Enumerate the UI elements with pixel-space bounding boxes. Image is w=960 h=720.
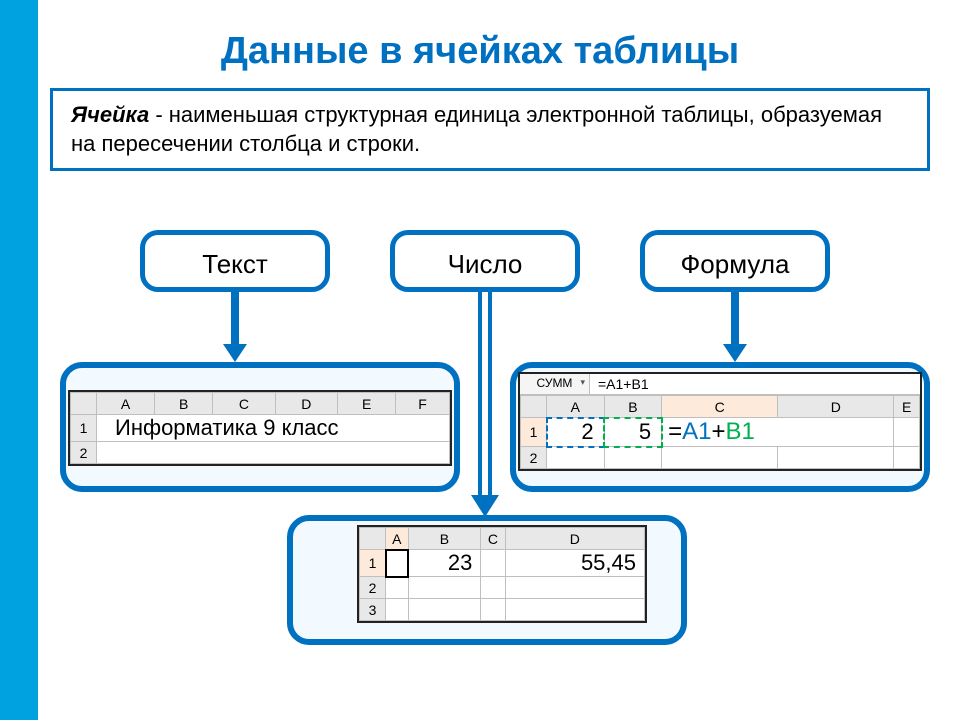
category-formula: Формула [640,230,830,292]
ncol-B: B [408,528,481,550]
cell-b1: 23 [408,550,481,577]
cell-fa1: 2 [547,418,605,447]
fcol-D: D [778,396,894,418]
col-A: A [97,393,155,415]
cell-fc1-eq: = [668,418,682,445]
nrow-3: 3 [360,599,386,621]
accent-stripe [0,0,38,720]
definition-text: - наименьшая структурная единица электро… [71,102,882,156]
col-C: C [213,393,275,415]
ncol-C: C [481,528,505,550]
frow-2: 2 [521,447,547,469]
arrow-formula-head [723,344,747,362]
cell-fb1: 5 [604,418,662,447]
col-B: B [155,393,213,415]
definition-box: Ячейка - наименьшая структурная единица … [50,88,930,171]
page-title: Данные в ячейках таблицы [0,30,960,73]
arrow-text-head [223,344,247,362]
nrow-2: 2 [360,577,386,599]
category-number-label: Число [448,249,523,279]
fcol-C: C [662,396,778,418]
ncol-A: A [386,528,409,550]
category-text: Текст [140,230,330,292]
formula-bar: СУММ =A1+B1 [520,374,920,395]
ncol-D: D [505,528,644,550]
col-D: D [275,393,337,415]
cell-text-content: Информатика 9 класс [97,415,450,442]
row-1: 1 [71,415,97,442]
row-2: 2 [71,442,97,464]
category-text-label: Текст [202,249,267,279]
arrow-text [231,292,239,346]
definition-term: Ячейка [71,102,149,127]
cell-fc1-plus: + [712,418,726,445]
nrow-1: 1 [360,550,386,577]
col-E: E [338,393,396,415]
category-formula-label: Формула [681,249,790,279]
fcol-E: E [894,396,920,418]
name-box: СУММ [520,374,590,394]
arrow-formula [731,292,739,346]
cell-fc1-a: A1 [682,418,711,445]
arrow-number-head [471,495,499,517]
category-number: Число [390,230,580,292]
formula-bar-text: =A1+B1 [590,374,920,394]
cell-d1: 55,45 [505,550,644,577]
sheet-text: A B C D E F 1 Информатика 9 класс 2 [68,390,452,466]
sheet-number: A B C D 1 23 55,45 2 3 [357,525,647,623]
fcol-B: B [604,396,662,418]
fcol-A: A [547,396,605,418]
arrow-number [478,292,492,499]
cell-fc1-b: B1 [726,418,755,445]
sheet-formula: СУММ =A1+B1 A B C D E 1 2 5 =A1+B1 2 [518,372,922,471]
frow-1: 1 [521,418,547,447]
col-F: F [396,393,450,415]
